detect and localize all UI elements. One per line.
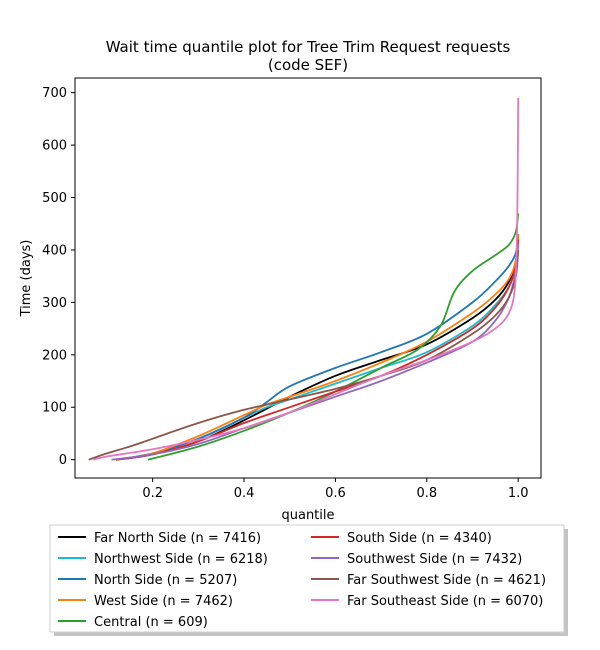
series-line-6 [111, 244, 520, 461]
legend-label-3: West Side (n = 7462) [94, 594, 233, 609]
x-axis-label: quantile [281, 508, 334, 523]
x-tick-label: 0.4 [234, 486, 255, 501]
y-tick-label: 500 [42, 191, 67, 206]
legend-label-5: South Side (n = 4340) [347, 531, 492, 546]
legend-label-1: Northwest Side (n = 6218) [94, 552, 268, 567]
plot-area: 0.2 0.4 0.6 0.8 1.0 0 100 200 300 400 500 600 700 [42, 77, 542, 501]
x-tick-label: 0.8 [416, 486, 437, 501]
legend-box [49, 524, 565, 633]
plot-frame [74, 77, 542, 479]
y-axis-label: Time (days) [19, 240, 34, 318]
y-tick-label: 200 [42, 348, 67, 363]
y-tick-label: 700 [42, 86, 67, 101]
series-line-0 [115, 234, 520, 461]
chart-title-line-1: Wait time quantile plot for Tree Trim Re… [106, 38, 511, 56]
y-tick-label: 600 [42, 139, 67, 154]
legend-label-6: Southwest Side (n = 7432) [347, 552, 522, 567]
series-line-8 [93, 97, 520, 461]
x-tick-label: 0.2 [142, 486, 163, 501]
y-tick-label: 0 [59, 453, 67, 468]
legend-label-8: Far Southeast Side (n = 6070) [347, 594, 543, 609]
series-line-3 [115, 234, 520, 461]
chart-title-line-2: (code SEF) [268, 56, 348, 74]
legend-label-2: North Side (n = 5207) [94, 573, 237, 588]
y-tick-label: 100 [42, 401, 67, 416]
x-axis: 0.2 0.4 0.6 0.8 1.0 [142, 478, 529, 501]
legend-label-7: Far Southwest Side (n = 4621) [347, 573, 546, 588]
series-line-7 [88, 249, 520, 461]
y-tick-label: 300 [42, 296, 67, 311]
legend-label-0: Far North Side (n = 7416) [94, 531, 261, 546]
series-layer [88, 97, 520, 461]
x-tick-label: 0.6 [325, 486, 346, 501]
legend-items: Far North Side (n = 7416) Northwest Side … [58, 531, 546, 630]
x-tick-label: 1.0 [508, 486, 529, 501]
y-tick-label: 400 [42, 243, 67, 258]
series-line-4 [147, 213, 520, 461]
y-axis: 0 100 200 300 400 500 600 700 [42, 86, 75, 468]
legend: Far North Side (n = 7416) Northwest Side … [49, 524, 568, 636]
legend-label-4: Central (n = 609) [94, 615, 208, 630]
series-line-2 [115, 234, 520, 461]
